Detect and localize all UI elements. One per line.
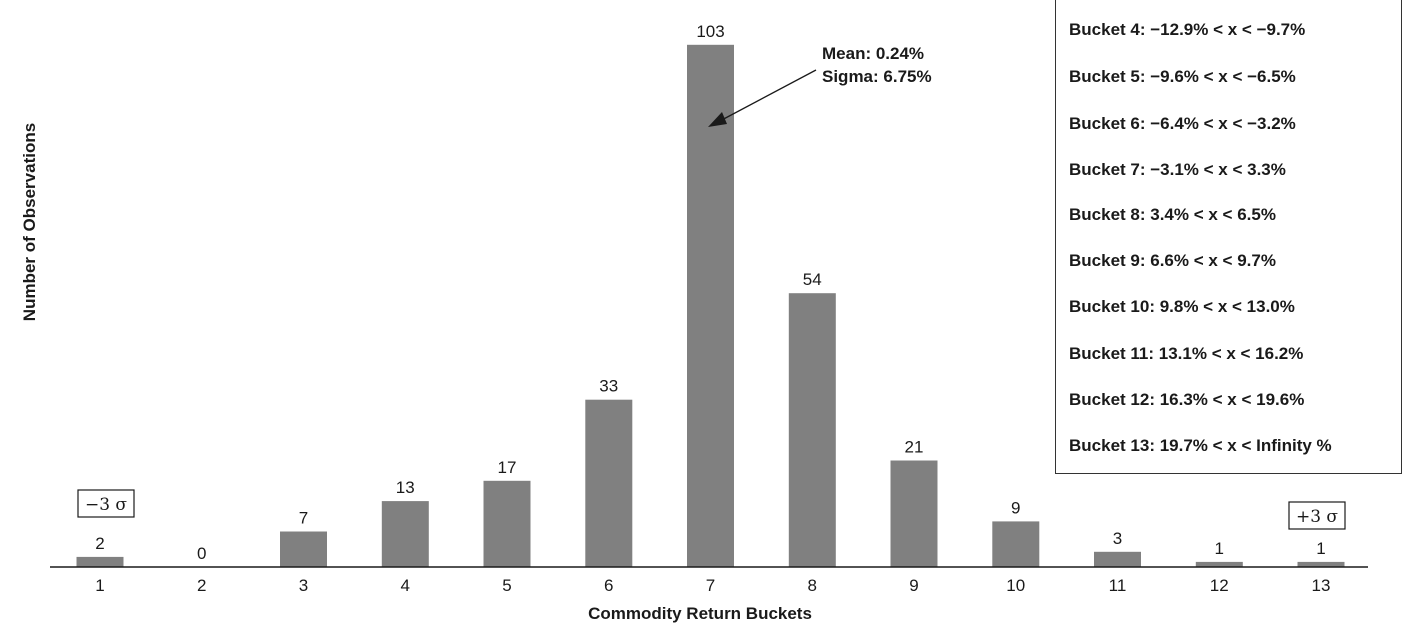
x-tick-label-7: 7 [706, 576, 715, 595]
data-label-bucket-3: 7 [299, 509, 308, 528]
bar-bucket-3 [280, 531, 327, 567]
legend-item-bucket-5: Bucket 5: −9.6% < x < −6.5% [1069, 67, 1296, 86]
x-tick-label-11: 11 [1109, 576, 1127, 595]
data-label-bucket-2: 0 [197, 544, 206, 563]
data-label-bucket-1: 2 [95, 534, 104, 553]
x-tick-label-5: 5 [502, 576, 511, 595]
data-label-bucket-6: 33 [599, 377, 618, 396]
legend-item-bucket-13: Bucket 13: 19.7% < x < Infinity % [1069, 436, 1332, 455]
bar-bucket-1 [76, 556, 124, 567]
x-tick-label-13: 13 [1312, 576, 1331, 595]
legend-item-bucket-7: Bucket 7: −3.1% < x < 3.3% [1069, 160, 1286, 179]
x-tick-label-4: 4 [401, 576, 410, 595]
data-label-bucket-10: 9 [1011, 498, 1020, 517]
x-axis-title: Commodity Return Buckets [588, 604, 812, 623]
data-labels-group: 2 0 7 13 17 33 103 54 21 9 3 1 1 [95, 22, 1325, 563]
mean-annotation: Mean: 0.24% [822, 44, 924, 63]
legend-item-bucket-8: Bucket 8: 3.4% < x < 6.5% [1069, 205, 1276, 224]
bar-bucket-4 [381, 501, 429, 567]
bar-bucket-13 [1297, 561, 1345, 567]
bar-bucket-9 [890, 460, 938, 567]
bucket-legend: Bucket 4: −12.9% < x < −9.7% Bucket 5: −… [1055, 0, 1402, 474]
annotation-arrow-line [717, 69, 817, 123]
bar-bucket-10 [992, 521, 1040, 567]
bar-bucket-12 [1195, 561, 1243, 567]
data-label-bucket-12: 1 [1215, 539, 1224, 558]
bar-bucket-11 [1094, 551, 1141, 567]
data-label-bucket-9: 21 [905, 438, 924, 457]
bar-bucket-6 [585, 399, 633, 567]
legend-item-bucket-10: Bucket 10: 9.8% < x < 13.0% [1069, 297, 1295, 316]
x-tick-label-8: 8 [808, 576, 817, 595]
plus-3-sigma-label: +3 σ [1296, 507, 1338, 527]
y-axis-title: Number of Observations [20, 123, 39, 321]
data-label-bucket-11: 3 [1113, 529, 1122, 548]
minus-3-sigma-box [77, 489, 135, 518]
data-label-bucket-8: 54 [803, 270, 822, 289]
x-tick-label-12: 12 [1210, 576, 1229, 595]
legend-item-bucket-6: Bucket 6: −6.4% < x < −3.2% [1069, 114, 1296, 133]
x-tick-label-10: 10 [1006, 576, 1025, 595]
bar-bucket-8 [788, 293, 836, 567]
bar-bucket-7 [687, 44, 734, 568]
sigma-annotation: Sigma: 6.75% [822, 67, 932, 86]
x-tick-label-6: 6 [604, 576, 613, 595]
bars-group [76, 44, 1345, 568]
legend-item-bucket-11: Bucket 11: 13.1% < x < 16.2% [1069, 344, 1304, 363]
x-tick-labels-group: 1 2 3 4 5 6 7 8 9 10 11 12 13 [95, 576, 1330, 595]
legend-item-bucket-4: Bucket 4: −12.9% < x < −9.7% [1069, 20, 1306, 39]
data-label-bucket-13: 1 [1316, 539, 1325, 558]
minus-3-sigma-label: −3 σ [85, 495, 127, 515]
data-label-bucket-5: 17 [498, 458, 517, 477]
x-tick-label-1: 1 [95, 576, 104, 595]
x-tick-label-2: 2 [197, 576, 206, 595]
x-tick-label-3: 3 [299, 576, 308, 595]
legend-item-bucket-12: Bucket 12: 16.3% < x < 19.6% [1069, 390, 1305, 409]
x-tick-label-9: 9 [909, 576, 918, 595]
data-label-bucket-4: 13 [396, 478, 415, 497]
bar-bucket-5 [483, 480, 531, 567]
data-label-bucket-7: 103 [696, 22, 724, 41]
plus-3-sigma-box [1288, 501, 1346, 530]
legend-item-bucket-9: Bucket 9: 6.6% < x < 9.7% [1069, 251, 1276, 270]
annotation-arrow-head [708, 112, 727, 127]
